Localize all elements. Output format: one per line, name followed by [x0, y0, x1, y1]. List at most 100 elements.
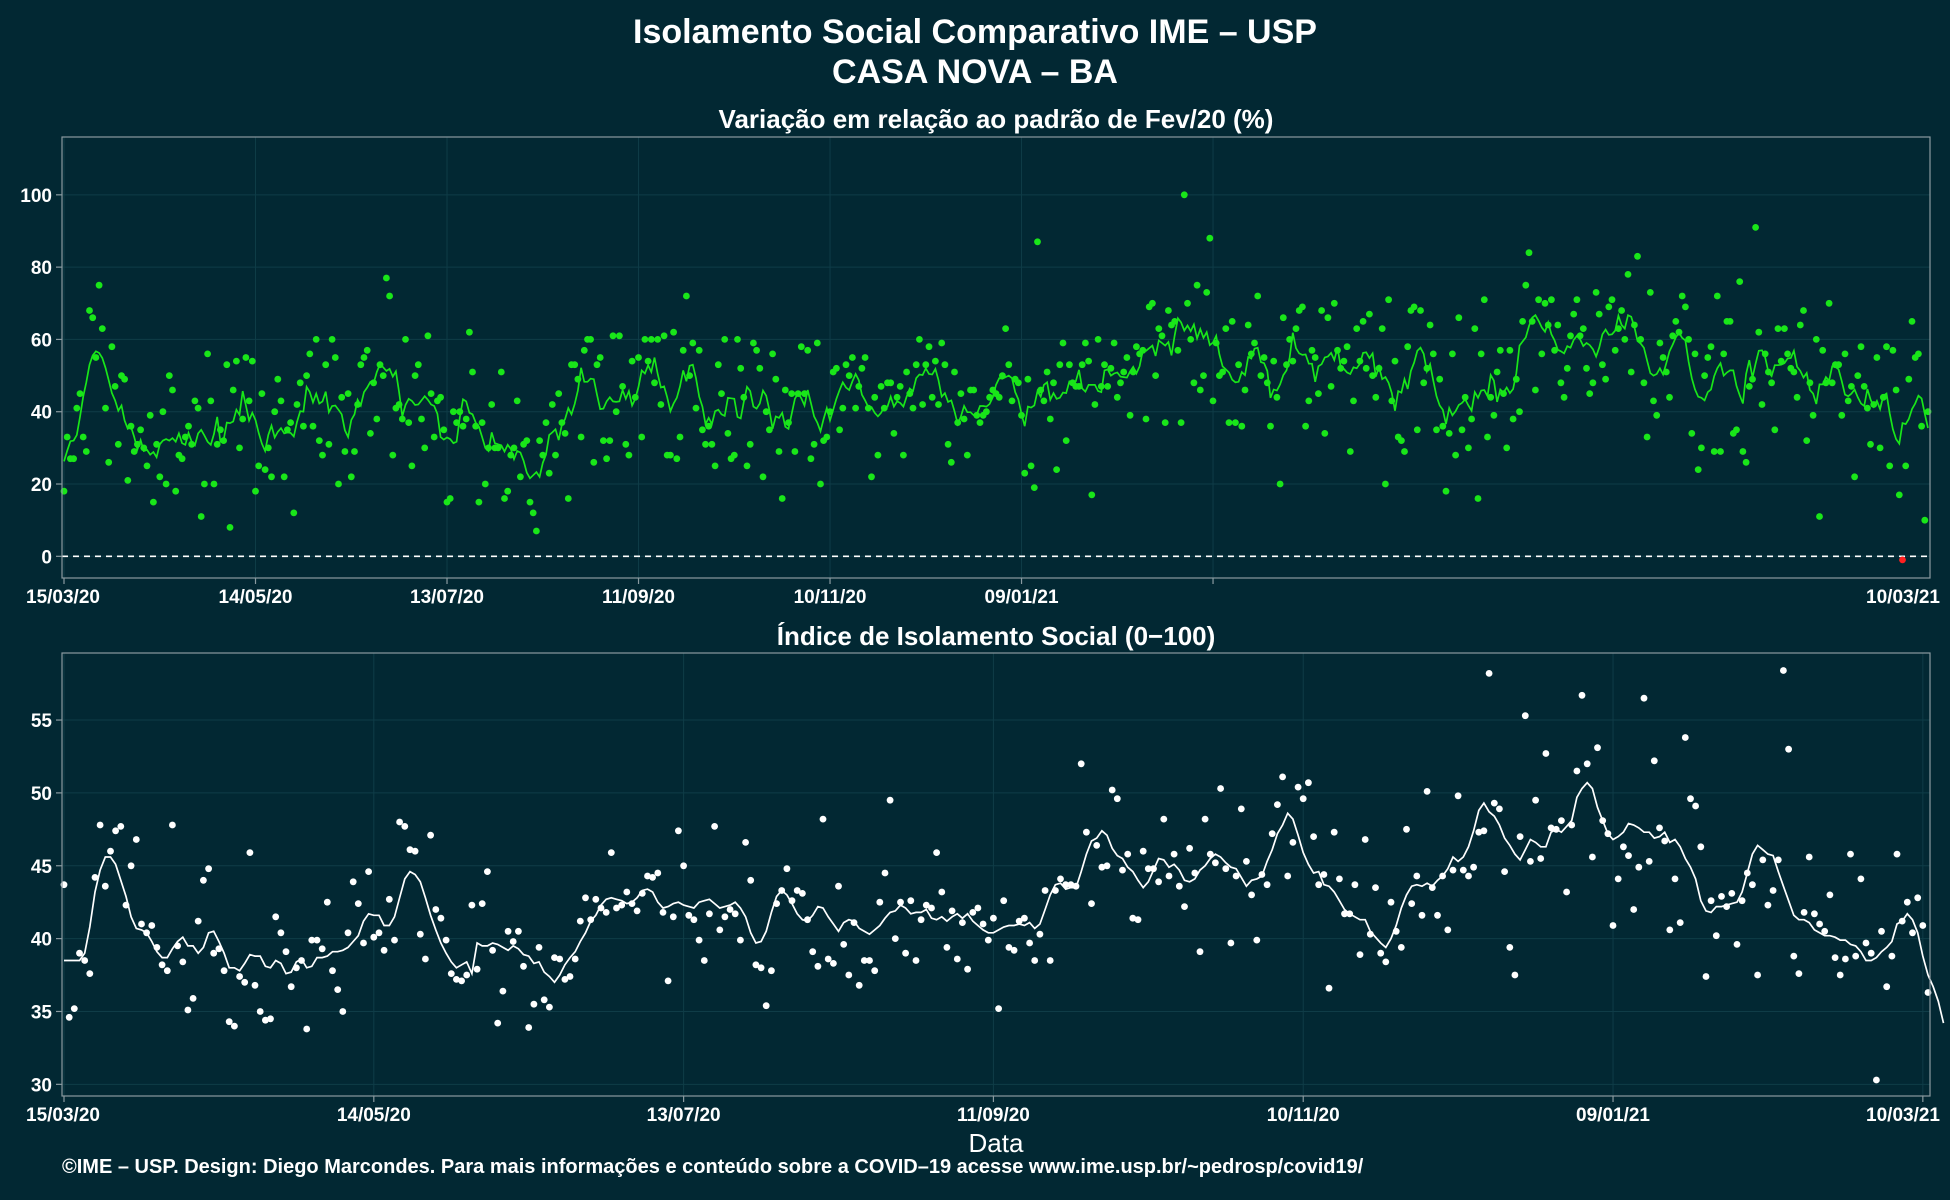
data-point — [1279, 773, 1286, 781]
data-point — [1391, 357, 1399, 365]
data-point — [912, 361, 920, 369]
data-point — [791, 448, 799, 455]
data-point — [877, 383, 885, 390]
data-point — [925, 343, 933, 351]
data-point — [960, 415, 968, 423]
data-point — [953, 955, 961, 963]
data-point — [1241, 386, 1249, 394]
data-point — [1200, 372, 1207, 379]
data-point — [1235, 361, 1242, 369]
data-point — [1825, 299, 1833, 307]
data-point — [264, 444, 272, 452]
data-point — [1375, 364, 1383, 372]
data-point — [124, 477, 132, 484]
data-point — [1701, 372, 1708, 379]
data-point — [422, 955, 429, 963]
data-point — [220, 437, 228, 444]
data-point — [1302, 422, 1309, 430]
data-point — [768, 967, 775, 975]
data-point — [1485, 670, 1493, 677]
data-point — [65, 1013, 73, 1021]
data-point — [1822, 379, 1830, 387]
data-point — [840, 941, 848, 948]
data-point — [1052, 887, 1059, 894]
data-point — [788, 390, 796, 397]
data-point — [277, 397, 285, 405]
data-point — [1187, 336, 1195, 343]
data-point — [341, 448, 349, 455]
data-point — [855, 383, 863, 390]
data-point — [488, 401, 496, 408]
data-point — [1637, 336, 1645, 343]
data-point — [1413, 426, 1421, 434]
data-point — [236, 973, 244, 980]
data-point — [1018, 411, 1025, 419]
data-point — [670, 328, 677, 336]
data-point — [1243, 858, 1250, 865]
data-point — [504, 487, 512, 495]
data-point — [762, 408, 770, 416]
data-point — [408, 462, 416, 470]
data-point — [1777, 357, 1785, 365]
data-point — [890, 430, 898, 437]
data-point — [1749, 881, 1756, 889]
data-point — [1506, 346, 1514, 354]
data-point — [1826, 891, 1834, 899]
data-point — [223, 361, 231, 369]
data-point — [675, 827, 682, 835]
data-point — [1879, 393, 1887, 401]
data-point — [112, 827, 119, 835]
data-point — [1821, 927, 1829, 935]
data-point — [612, 408, 620, 416]
y-tick-label: 40 — [31, 930, 52, 951]
data-point — [156, 473, 164, 481]
data-point — [258, 390, 266, 397]
data-point — [903, 368, 910, 376]
data-point — [1196, 386, 1204, 394]
data-point — [618, 901, 626, 909]
data-point — [577, 433, 585, 441]
data-point — [649, 874, 656, 881]
data-point — [1742, 458, 1750, 466]
data-point — [1181, 903, 1188, 910]
data-point — [1454, 792, 1462, 800]
data-point — [1129, 914, 1137, 922]
data-point — [1864, 404, 1871, 412]
data-point — [866, 957, 873, 964]
y-tick-label: 40 — [31, 403, 52, 424]
data-point — [1186, 844, 1193, 852]
data-point — [469, 368, 476, 376]
data-point — [447, 970, 455, 977]
data-point — [891, 935, 899, 942]
data-point — [256, 1008, 264, 1015]
data-point — [1605, 303, 1613, 311]
data-point — [1059, 339, 1067, 347]
data-point — [1812, 336, 1820, 343]
data-point — [1816, 920, 1823, 928]
data-point — [999, 372, 1006, 379]
data-point — [108, 343, 116, 351]
data-point — [1133, 343, 1140, 351]
data-point — [158, 961, 166, 969]
data-point — [641, 336, 649, 343]
data-point — [561, 430, 569, 437]
data-point — [513, 397, 521, 405]
data-point — [357, 361, 365, 369]
data-point — [556, 955, 564, 963]
data-point — [1876, 444, 1884, 452]
data-point — [1599, 361, 1606, 369]
data-point — [1361, 836, 1369, 843]
data-point — [539, 451, 547, 459]
data-point — [1831, 954, 1839, 961]
data-point — [959, 919, 966, 926]
data-point — [414, 361, 422, 369]
data-point — [1000, 897, 1008, 905]
data-point — [1645, 858, 1653, 865]
data-point — [1337, 364, 1345, 372]
data-point — [1602, 375, 1609, 383]
data-point — [1691, 350, 1699, 358]
data-point — [1544, 321, 1552, 329]
data-point — [631, 393, 639, 401]
data-point — [272, 913, 280, 921]
data-point — [1678, 292, 1686, 300]
